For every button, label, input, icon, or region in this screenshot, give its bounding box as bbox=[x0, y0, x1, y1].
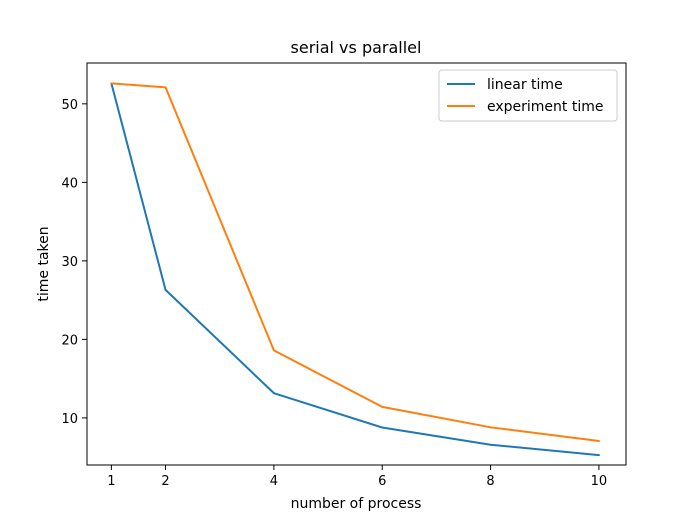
y-tick-label: 40 bbox=[61, 176, 78, 191]
legend-box bbox=[438, 69, 618, 122]
x-tick-label: 2 bbox=[161, 474, 169, 489]
series-0-point bbox=[272, 392, 275, 395]
legend-label-1: experiment time bbox=[487, 99, 604, 115]
y-axis-label: time taken bbox=[36, 226, 52, 301]
x-tick-label: 10 bbox=[591, 474, 608, 489]
series-layer bbox=[110, 82, 600, 457]
plot-frame bbox=[86, 62, 627, 466]
x-tick-label: 4 bbox=[270, 474, 278, 489]
y-tick-label: 10 bbox=[61, 412, 78, 427]
series-1-point bbox=[597, 440, 600, 443]
series-0-point bbox=[381, 426, 384, 429]
series-0-point bbox=[597, 454, 600, 457]
series-1-point bbox=[489, 426, 492, 429]
x-axis-ticks: 1 2 4 6 8 10 bbox=[107, 465, 607, 489]
series-line-1 bbox=[111, 82, 600, 443]
y-axis-ticks: 10 20 30 40 50 bbox=[61, 98, 87, 427]
y-tick-label: 50 bbox=[61, 98, 78, 113]
x-axis-label: number of process bbox=[291, 496, 422, 512]
y-tick-label: 20 bbox=[61, 333, 78, 348]
series-line-0 bbox=[110, 83, 600, 457]
chart-title: serial vs parallel bbox=[291, 38, 422, 57]
x-tick-label: 6 bbox=[378, 474, 386, 489]
legend-label-0: linear time bbox=[487, 77, 563, 93]
series-0-point bbox=[489, 443, 492, 446]
series-1-point bbox=[110, 82, 113, 85]
x-tick-label: 1 bbox=[107, 474, 115, 489]
x-tick-label: 8 bbox=[486, 474, 494, 489]
legend: linear time experiment time bbox=[438, 69, 618, 122]
y-tick-label: 30 bbox=[61, 255, 78, 270]
series-1-point bbox=[272, 349, 275, 352]
series-1-point bbox=[381, 405, 384, 408]
series-0-point bbox=[164, 288, 167, 291]
series-1-point bbox=[164, 86, 167, 89]
